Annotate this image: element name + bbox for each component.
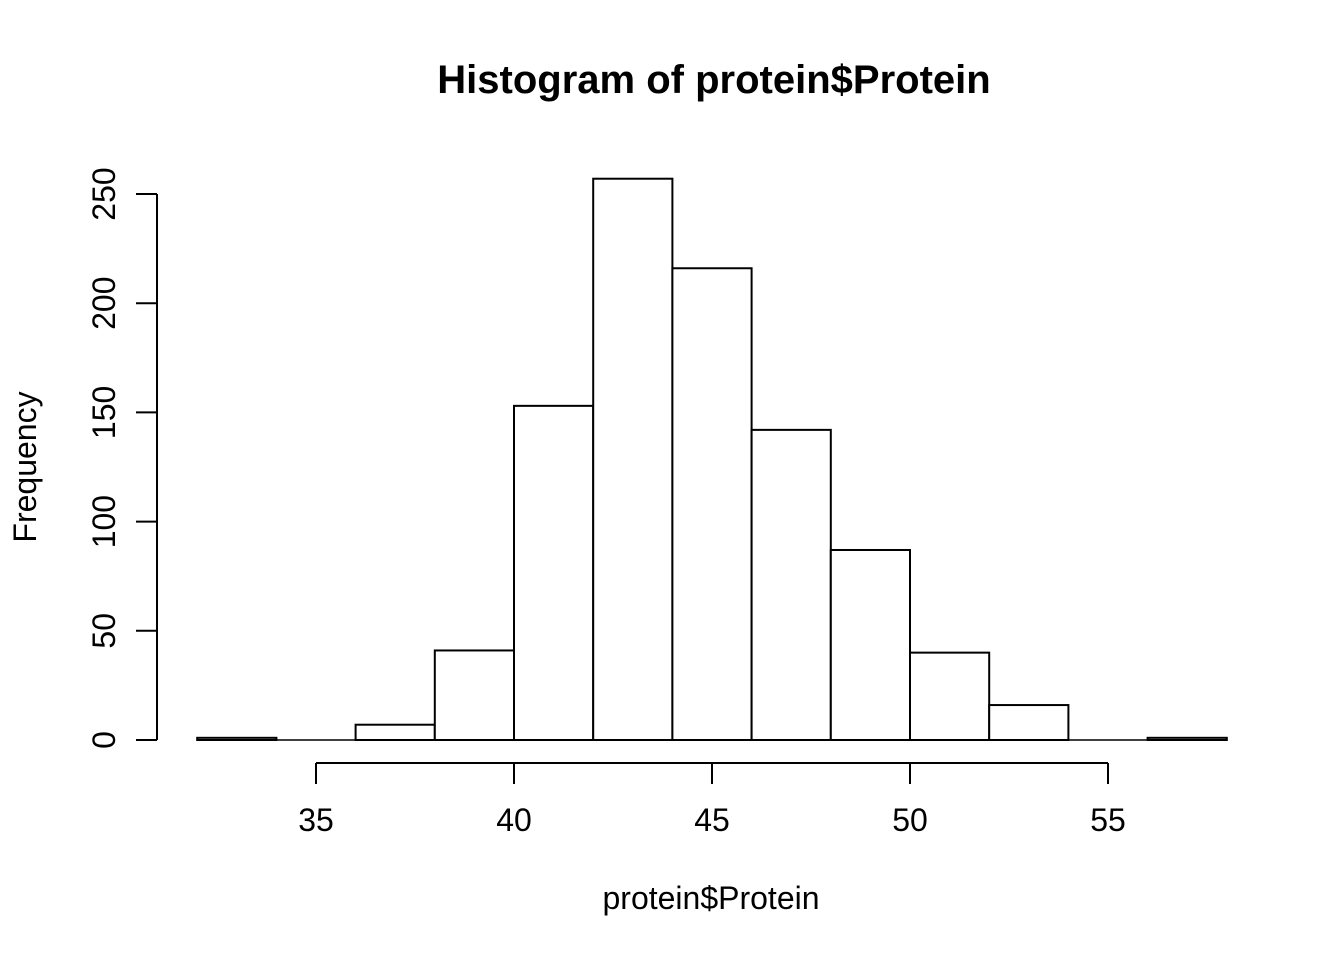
y-tick-label: 100 bbox=[86, 495, 122, 548]
histogram-bar bbox=[354, 723, 436, 741]
histogram-bar bbox=[592, 177, 674, 742]
y-tick-label: 200 bbox=[86, 277, 122, 330]
y-tick-label: 50 bbox=[86, 613, 122, 649]
histogram-bar bbox=[196, 736, 278, 741]
x-tick-label: 50 bbox=[892, 802, 928, 838]
histogram-bar bbox=[750, 428, 832, 741]
y-tick-label: 250 bbox=[86, 167, 122, 220]
axes-layer: 0 50 100 150 200 250 35 40 45 50 55 bbox=[86, 167, 1126, 838]
chart-title: Histogram of protein$Protein bbox=[437, 58, 990, 102]
x-axis-label: protein$Protein bbox=[602, 880, 819, 916]
histogram-bar bbox=[513, 404, 595, 741]
histogram-bar bbox=[909, 651, 991, 742]
histogram-bar bbox=[433, 649, 515, 741]
histogram-bar bbox=[829, 548, 911, 741]
x-tick-label: 35 bbox=[298, 802, 334, 838]
y-tick-label: 150 bbox=[86, 386, 122, 439]
x-tick-label: 55 bbox=[1090, 802, 1126, 838]
x-tick-label: 45 bbox=[694, 802, 730, 838]
histogram-bar bbox=[988, 704, 1070, 742]
y-tick-label: 0 bbox=[86, 731, 122, 749]
bars-layer bbox=[196, 177, 1228, 742]
y-axis-label: Frequency bbox=[7, 391, 43, 542]
x-tick-label: 40 bbox=[496, 802, 532, 838]
histogram-bar bbox=[1146, 736, 1228, 741]
histogram-bar bbox=[671, 267, 753, 741]
